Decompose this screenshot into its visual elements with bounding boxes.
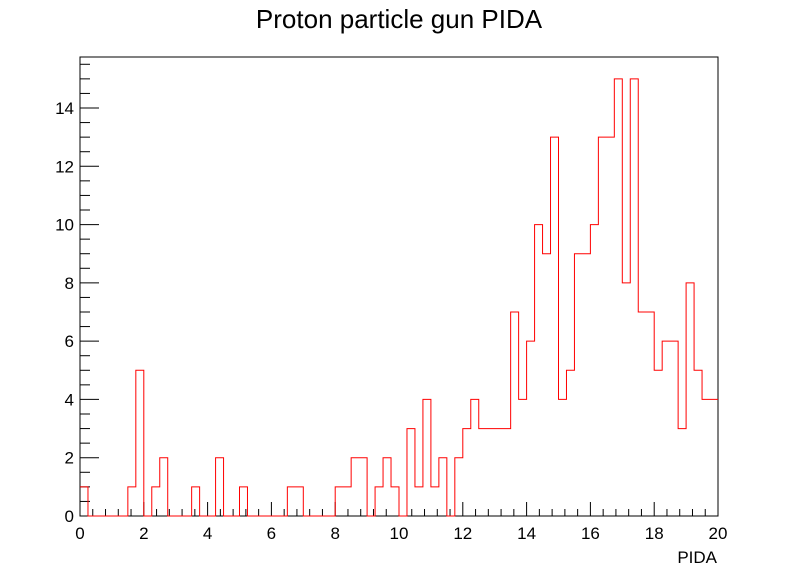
x-tick-label: 8 xyxy=(330,524,339,543)
x-tick-label: 12 xyxy=(453,524,472,543)
y-tick-label: 8 xyxy=(65,274,74,293)
x-tick-label: 4 xyxy=(203,524,212,543)
y-tick-label: 6 xyxy=(65,332,74,351)
x-axis-title: PIDA xyxy=(677,548,717,567)
y-tick-labels: 0 2 4 6 8 10 12 14 xyxy=(55,99,74,526)
x-tick-label: 18 xyxy=(645,524,664,543)
histogram-series-line xyxy=(80,78,718,517)
x-tick-label: 10 xyxy=(390,524,409,543)
chart-title: Proton particle gun PIDA xyxy=(256,4,543,34)
axis-ticks xyxy=(79,63,719,517)
x-tick-label: 6 xyxy=(267,524,276,543)
y-tick-label: 12 xyxy=(55,157,74,176)
y-tick-label: 2 xyxy=(65,449,74,468)
y-tick-label: 0 xyxy=(65,507,74,526)
y-tick-label: 14 xyxy=(55,99,74,118)
x-tick-label: 14 xyxy=(517,524,536,543)
x-tick-labels: 0 2 4 6 8 10 12 14 16 18 20 xyxy=(75,524,727,543)
x-tick-label: 2 xyxy=(139,524,148,543)
x-tick-label: 0 xyxy=(75,524,84,543)
x-tick-label: 20 xyxy=(709,524,728,543)
y-tick-label: 10 xyxy=(55,216,74,235)
x-tick-label: 16 xyxy=(581,524,600,543)
y-tick-label: 4 xyxy=(65,390,74,409)
